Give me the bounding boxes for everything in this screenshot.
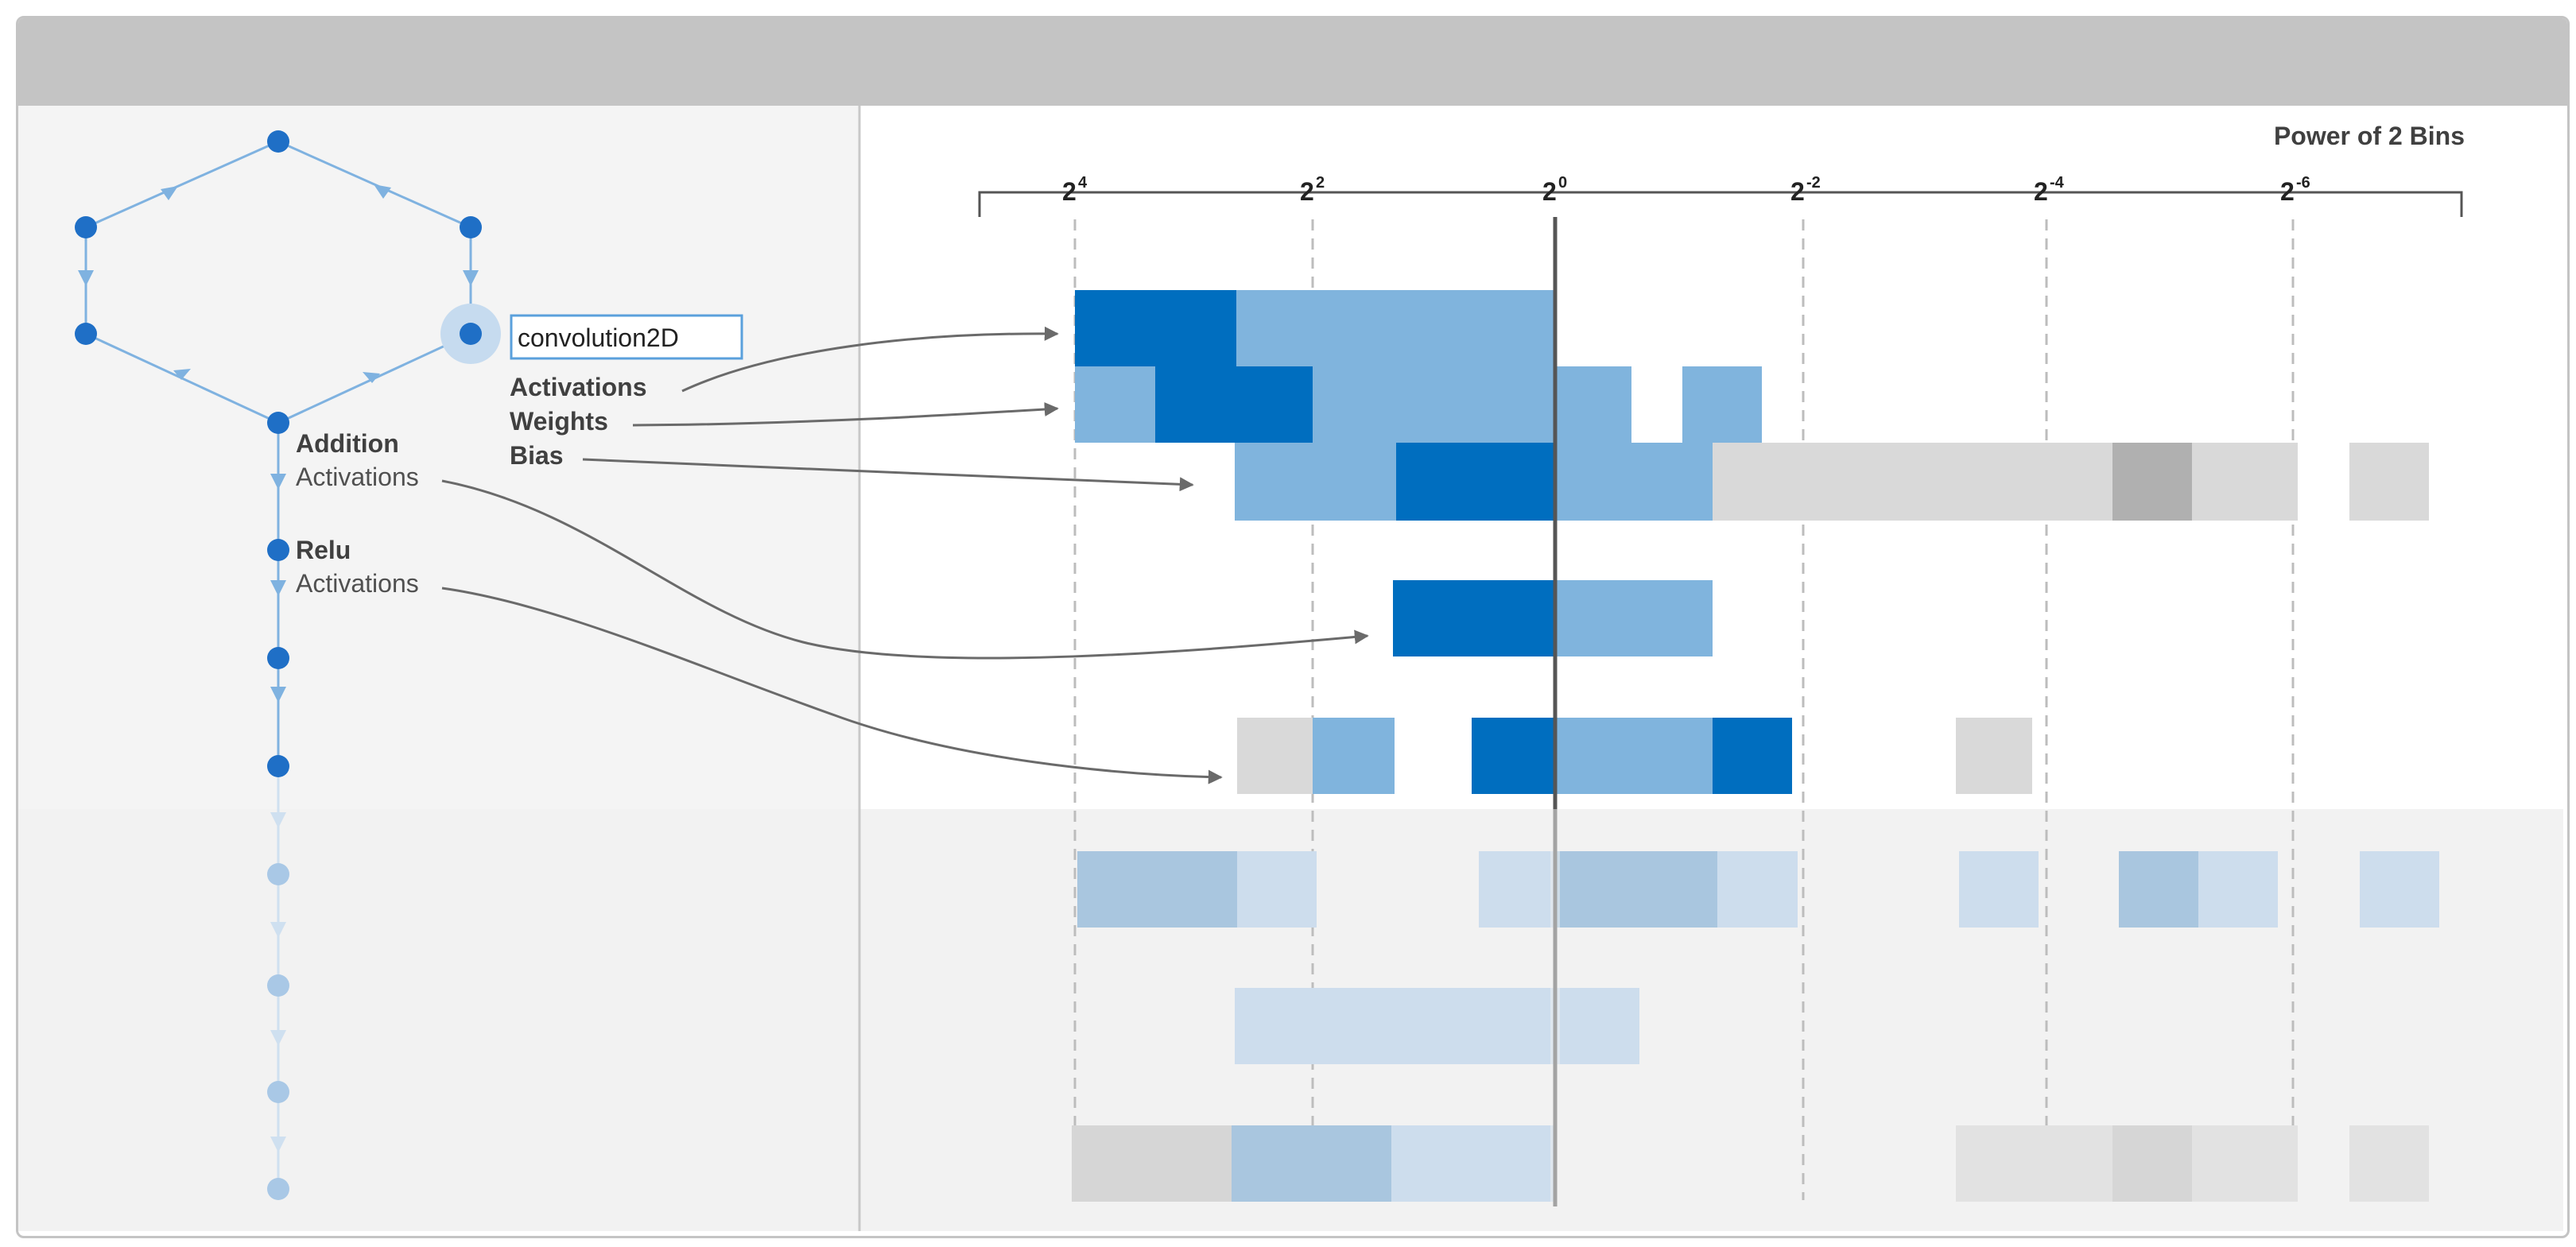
histogram-bin [1077, 851, 1237, 928]
conv-activations-label: Activations [510, 373, 646, 401]
graph-node-relu[interactable] [267, 539, 289, 561]
histogram-bin [1237, 851, 1317, 928]
histogram-bin [1956, 1125, 2112, 1202]
graph-node[interactable] [267, 647, 289, 669]
axis-tick-label: 2 [1062, 177, 1077, 206]
axis-tick-label: 2 [1542, 177, 1557, 206]
histogram-bin [1393, 580, 1555, 656]
histogram-bin [2198, 851, 2278, 928]
addition-activations-label: Activations [296, 463, 419, 491]
histogram-bin [1472, 718, 1555, 794]
histogram-bin [2349, 1125, 2429, 1202]
label-connector-arrows [441, 326, 1369, 784]
histogram-bin [1236, 290, 1555, 366]
histogram-bin [2192, 443, 2298, 521]
histogram-bin [1075, 366, 1155, 443]
axis-tick-label: 2 [1300, 177, 1314, 206]
axis-tick-exponent: -4 [2050, 174, 2065, 192]
selected-layer-box[interactable] [510, 314, 743, 360]
conv-activations-arrow [681, 326, 1059, 393]
histogram-bin [1235, 988, 1639, 1064]
histogram-bin [1717, 851, 1798, 928]
conv-bias-label: Bias [510, 441, 564, 470]
graph-node[interactable] [75, 323, 97, 345]
histogram-bin [1713, 443, 2112, 521]
histogram-bin [1555, 443, 1713, 521]
histogram-bin [2349, 443, 2429, 521]
histogram-bin [1313, 718, 1395, 794]
graph-node[interactable] [267, 755, 289, 777]
histogram-bin [1713, 718, 1792, 794]
histogram-bin [1391, 1125, 1555, 1202]
conv-weights-arrow [632, 402, 1059, 427]
histogram-bin [1959, 851, 2039, 928]
edge-arrowheads [78, 184, 479, 1152]
graph-node-addition[interactable] [267, 412, 289, 434]
conv-bias-arrow [582, 458, 1194, 492]
axis-tick-exponent: 2 [1316, 174, 1325, 192]
histogram-bin [1956, 718, 2032, 794]
histogram-bin [1555, 718, 1713, 794]
histogram-bin [1235, 443, 1396, 521]
histogram-bin [1555, 580, 1713, 656]
histogram-bin [2112, 443, 2192, 521]
axis-tick-label: 2 [2280, 177, 2295, 206]
relu-activations-label: Activations [296, 569, 419, 598]
histogram-bin [1682, 366, 1762, 443]
graph-node-faded[interactable] [267, 1178, 289, 1200]
graph-node-convolution2d[interactable] [460, 323, 482, 345]
histogram-bin [1155, 366, 1313, 443]
graph-node-faded[interactable] [267, 974, 289, 997]
histogram-bin [1072, 1125, 1232, 1202]
selected-layer-label: convolution2D [518, 323, 679, 352]
left-panel-background [18, 106, 859, 809]
graph-node-faded[interactable] [267, 1081, 289, 1103]
graph-node[interactable] [267, 130, 289, 153]
relu-title-label: Relu [296, 536, 351, 564]
addition-activations-arrow [441, 479, 1369, 660]
histogram-bin [1555, 851, 1717, 928]
axis-tick-label: 2 [1790, 177, 1805, 206]
histogram-bars [1072, 290, 2439, 1202]
histogram-bin [1232, 1125, 1391, 1202]
histogram-bin [2192, 1125, 2298, 1202]
graph-node[interactable] [460, 216, 482, 238]
axis-tick-exponent: 4 [1078, 174, 1088, 192]
axis-bracket [978, 191, 2463, 217]
axis-tick-exponent: -2 [1806, 174, 1821, 192]
histogram-bin [1396, 443, 1555, 521]
axis-tick-exponent: 0 [1558, 174, 1567, 192]
zero-line-fade [1550, 809, 1560, 1210]
histogram-bin [1237, 718, 1313, 794]
histogram-bin [2119, 851, 2198, 928]
histogram-bin [1075, 290, 1236, 366]
conv-weights-label: Weights [510, 407, 608, 436]
relu-activations-arrow [441, 587, 1223, 784]
histogram-bin [1555, 366, 1631, 443]
graph-node[interactable] [75, 216, 97, 238]
axis-tick-exponent: -6 [2296, 174, 2310, 192]
histogram-bin [2112, 1125, 2192, 1202]
addition-title-label: Addition [296, 429, 399, 458]
axis-tick-label: 2 [2034, 177, 2048, 206]
histogram-bin [1313, 366, 1555, 443]
window-title-bar [18, 18, 2567, 106]
bin-axis: Power of 2 Bins 2 4 2 2 2 0 2 -2 2 -4 2 -6 [978, 122, 2465, 217]
graph-node-faded[interactable] [267, 863, 289, 885]
axis-title: Power of 2 Bins [2274, 122, 2465, 150]
network-nodes[interactable] [75, 130, 482, 1200]
histogram-bin [2360, 851, 2439, 928]
histogram-bin [1479, 851, 1555, 928]
